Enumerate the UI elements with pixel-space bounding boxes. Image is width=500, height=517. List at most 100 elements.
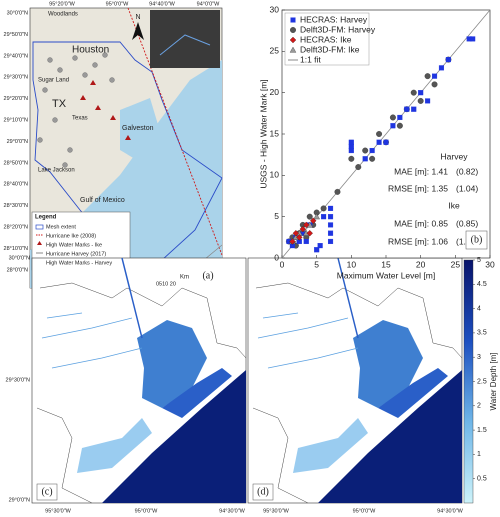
marker-square [383, 139, 389, 145]
y-tick-label: 30 [270, 4, 280, 14]
marker-circle [362, 147, 369, 154]
marker-diamond [303, 221, 310, 229]
panel-label: (d) [257, 486, 269, 497]
annotation: MAE [m]: 1.41 [394, 166, 448, 176]
marker-circle [417, 97, 424, 104]
annotation-ref: (1.04) [456, 183, 478, 193]
marker-circle [431, 81, 438, 88]
lat-label: 28°30'0"N [4, 203, 28, 209]
colorbar-tick-label: 1.5 [477, 427, 487, 434]
lon-label: 95°30'0"W [45, 508, 71, 514]
colorbar [463, 259, 474, 504]
panel-label: (a) [202, 270, 213, 281]
colorbar-tick-label: 2 [477, 403, 481, 410]
marker-circle [306, 213, 313, 220]
marker-diamond [289, 238, 296, 245]
marker-square [303, 238, 309, 245]
place-label: TX [52, 98, 67, 110]
legend-label: High Water Marks - Ike [46, 242, 102, 248]
y-tick-label: 5 [274, 211, 279, 221]
marker-square [348, 139, 354, 145]
marker-circle [410, 89, 417, 96]
lon-label: 94°40'0"W [149, 1, 175, 7]
marker-square [327, 205, 334, 211]
colorbar-tick-label: 4.5 [477, 281, 487, 288]
x-tick-label: 25 [451, 259, 461, 269]
x-tick-label: 15 [381, 259, 391, 269]
lon-label: 95°0'0"W [135, 508, 158, 514]
place-label: Lake Jackson [38, 168, 75, 174]
marker-square [290, 17, 296, 23]
lat-label: 29°50'0"N [4, 32, 28, 38]
y-axis-label: USGS - High Water Mark [m] [258, 79, 268, 188]
panel-box [465, 230, 488, 250]
marker-circle [355, 164, 362, 171]
marker-square [369, 147, 375, 154]
annotation: RMSE [m]: 1.06 [388, 236, 448, 246]
lon-label: 94°0'0"W [197, 1, 220, 7]
legend-label: HECRAS: Harvey [300, 14, 368, 24]
panel-label: (b) [471, 234, 483, 245]
legend-title: Legend [35, 215, 57, 221]
marker-circle [348, 155, 355, 162]
annotation-heading: Harvey [441, 151, 469, 161]
panel-box [36, 483, 58, 501]
lon-label: 94°30'0"W [219, 508, 245, 514]
colorbar-tick-label: 4 [477, 305, 481, 312]
marker-circle [376, 131, 383, 137]
lat-label: 29°10'0"N [4, 117, 28, 123]
legend-label: Mesh extent [46, 224, 76, 230]
place-label: Houston [72, 45, 109, 56]
colorbar-tick-label: 0.5 [477, 476, 487, 483]
legend-label: Delft3D-FM: Harvey [300, 24, 376, 34]
annotation-heading: Ike [448, 200, 460, 210]
marker-triangle [313, 213, 320, 220]
marker-square [314, 247, 320, 253]
marker-circle [396, 122, 403, 129]
place-label: Gulf of Mexico [80, 197, 125, 204]
marker-circle [369, 155, 376, 162]
x-tick-label: 10 [347, 259, 357, 269]
colorbar-tick-label: 1 [477, 451, 481, 458]
marker-diamond [306, 229, 313, 237]
scale-unit: Km [180, 275, 189, 281]
scale-labels: 0510 20 [156, 281, 176, 287]
colorbar-tick-label: 2.5 [477, 378, 487, 385]
marker-square [425, 98, 431, 104]
y-tick-label: 20 [270, 87, 280, 97]
marker-square [418, 90, 424, 96]
x-tick-label: 20 [416, 259, 426, 269]
marker-circle [320, 205, 327, 212]
marker-square [470, 36, 476, 42]
lat-label: 29°20'0"N [4, 96, 28, 102]
lat-label: 29°30'0"N [6, 377, 30, 383]
depth-map-d [247, 257, 463, 504]
marker-square [317, 243, 323, 249]
marker-circle [389, 114, 396, 121]
place-label: Galveston [122, 125, 154, 132]
panel-label: (c) [41, 486, 52, 497]
marker-square [390, 123, 396, 129]
marker-square [321, 214, 327, 220]
lon-label: 95°0'0"W [353, 508, 376, 514]
marker-diamond [309, 217, 317, 225]
marker-square [362, 156, 368, 162]
depth-map-c [31, 257, 247, 504]
y-tick-label: 25 [270, 46, 280, 56]
y-tick-label: 15 [270, 128, 280, 138]
place-label: Sugar Land [38, 78, 69, 84]
x-tick-label: 0 [280, 259, 285, 269]
legend-box [284, 12, 370, 66]
map-a [29, 7, 223, 289]
colorbar-tick-label: 3 [477, 354, 481, 361]
marker-square [397, 114, 403, 121]
annotation-ref: (0.82) [456, 166, 478, 176]
panel-box [252, 483, 274, 501]
legend-label: High Water Marks - Harvey [46, 260, 112, 266]
colorbar-tick-label: 3.5 [477, 330, 487, 337]
marker-circle [290, 27, 296, 33]
x-axis-label: Maximum Water Level [m] [337, 270, 435, 280]
marker-square [327, 214, 334, 220]
annotation: MAE [m]: 0.85 [394, 218, 448, 228]
marker-square [327, 230, 334, 236]
